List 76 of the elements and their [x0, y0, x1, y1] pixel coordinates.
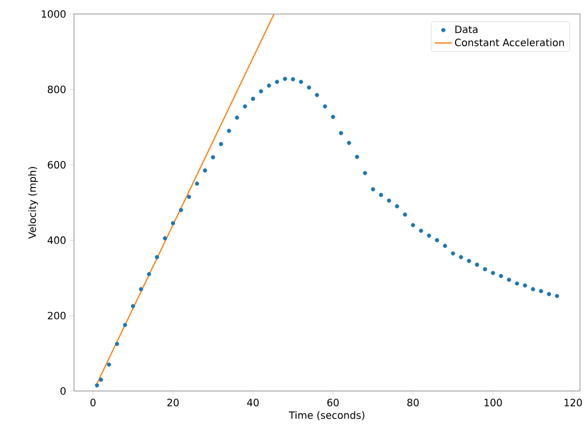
point: [546, 292, 552, 296]
y-tick-label: 600: [48, 161, 66, 169]
legend-label: Constant Acceleration: [454, 38, 564, 46]
point: [466, 258, 472, 264]
point: [250, 96, 256, 101]
point: [522, 283, 528, 288]
point: [418, 228, 424, 233]
point: [290, 77, 296, 82]
y-tick-label: 0: [60, 387, 66, 395]
point: [226, 128, 232, 133]
legend-label: Data: [455, 26, 478, 34]
point: [394, 204, 400, 208]
y-tick-label: 200: [48, 312, 66, 320]
point: [94, 383, 100, 388]
x-tick-label: 120: [564, 398, 582, 406]
point: [474, 262, 480, 267]
point: [410, 223, 416, 228]
point: [490, 270, 496, 276]
point: [362, 170, 368, 176]
point: [210, 155, 216, 160]
point: [442, 244, 448, 248]
point: [498, 274, 504, 278]
point: [242, 104, 248, 108]
point: [450, 251, 456, 256]
point: [218, 142, 224, 146]
point: [266, 84, 272, 88]
point: [330, 114, 336, 120]
point: [106, 362, 112, 367]
point: [434, 238, 440, 242]
point: [178, 208, 184, 212]
x-axis-title: Time (seconds): [288, 411, 364, 420]
point: [554, 294, 560, 298]
point: [458, 255, 464, 260]
point: [482, 267, 488, 272]
point: [386, 198, 392, 203]
point: [306, 85, 312, 90]
y-tick-label: 800: [48, 86, 66, 94]
point: [514, 281, 520, 286]
point: [322, 104, 328, 108]
point: [346, 140, 352, 146]
x-tick-label: 40: [247, 398, 259, 406]
point: [146, 272, 152, 276]
point: [122, 322, 128, 328]
x-tick-label: 80: [407, 398, 419, 406]
point: [354, 154, 360, 159]
point: [314, 92, 320, 98]
point: [234, 116, 240, 120]
point: [538, 288, 544, 294]
point: [378, 192, 384, 198]
point: [202, 168, 208, 173]
point: [114, 342, 120, 346]
point: [258, 89, 264, 94]
point: [274, 80, 280, 84]
point: [402, 212, 408, 217]
point: [338, 131, 344, 136]
point: [282, 76, 288, 81]
x-tick-label: 20: [167, 398, 179, 406]
point: [426, 234, 432, 238]
point: [370, 187, 376, 192]
point: [154, 255, 160, 260]
x-tick-label: 0: [90, 398, 96, 406]
point: [98, 378, 104, 382]
point: [170, 221, 176, 226]
y-tick-label: 1000: [42, 10, 66, 18]
point: [138, 287, 144, 292]
point: [506, 278, 512, 282]
point: [162, 236, 168, 240]
point: [130, 304, 136, 308]
point: [530, 287, 536, 292]
y-axis-title: Velocity (mph): [28, 167, 38, 239]
point: [194, 182, 200, 186]
y-tick-label: 400: [48, 236, 66, 244]
x-tick-label: 60: [327, 398, 339, 406]
x-tick-label: 100: [484, 398, 502, 406]
point: [186, 194, 192, 199]
point: [298, 80, 304, 84]
